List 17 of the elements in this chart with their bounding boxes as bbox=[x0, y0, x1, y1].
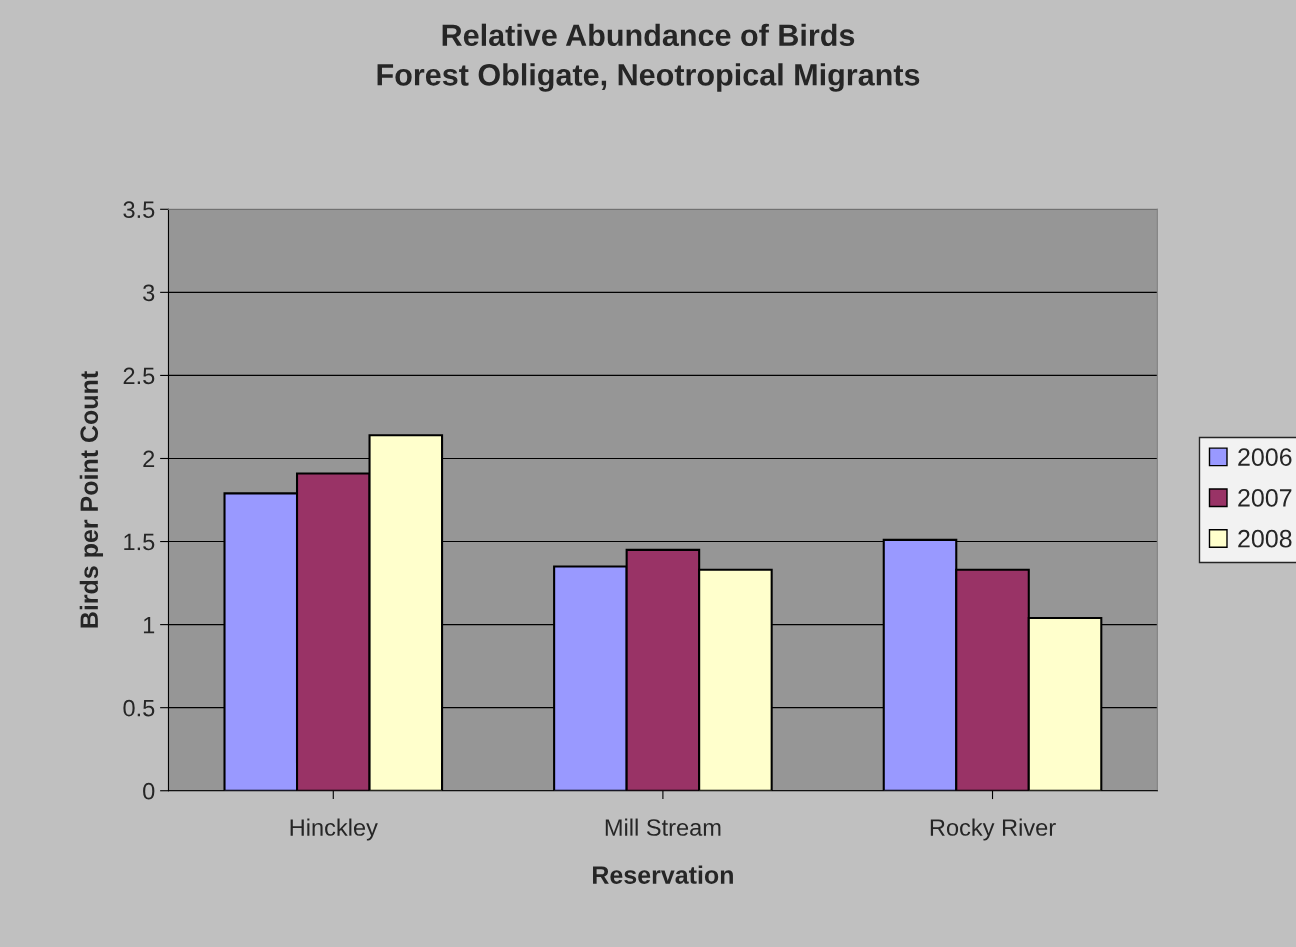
y-tick-label: 0.5 bbox=[123, 699, 155, 717]
legend-label: 2007 bbox=[1238, 489, 1292, 507]
y-tick-label: 1.5 bbox=[124, 533, 155, 551]
y-tick-label: 2 bbox=[143, 450, 155, 468]
y-tick-label: 3.5 bbox=[123, 201, 155, 219]
x-tick-label: Mill Stream bbox=[605, 818, 721, 836]
x-tick-label: Rocky River bbox=[930, 818, 1056, 841]
x-axis-title: Reservation bbox=[593, 865, 733, 884]
y-tick-label: 2.5 bbox=[123, 367, 155, 385]
legend-label: 2008 bbox=[1238, 529, 1292, 548]
y-axis-title: Birds per Point Count bbox=[79, 371, 104, 628]
y-tick-label: 3 bbox=[143, 284, 155, 302]
y-tick-label: 1 bbox=[143, 616, 155, 634]
y-tick-label: 0 bbox=[143, 782, 155, 800]
legend-label: 2006 bbox=[1238, 448, 1292, 466]
x-tick-label: Hinckley bbox=[290, 818, 378, 841]
chart-title: Relative Abundance of Birds Forest Obligate, Neotropical Migrants bbox=[377, 23, 920, 92]
